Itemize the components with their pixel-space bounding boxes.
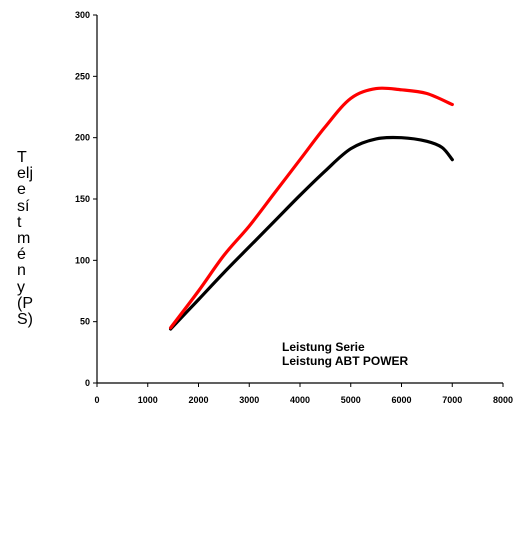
y-axis-label: Teljesítmény(PS) [17,149,34,329]
series-line-abt-power [169,86,454,330]
x-tick-label: 6000 [391,395,411,405]
series-line-serie [169,135,454,331]
axes [96,15,503,384]
x-axis-ticks: 0 1000 2000 3000 4000 5000 6000 7000 8000 [94,383,513,405]
x-tick-label: 4000 [290,395,310,405]
y-tick-label: 150 [75,194,90,204]
y-tick-label: 200 [75,133,90,143]
series-lines [169,86,454,331]
x-tick-label: 7000 [442,395,462,405]
y-tick-label: 300 [75,10,90,20]
y-tick-label: 100 [75,255,90,265]
x-tick-label: 5000 [341,395,361,405]
x-tick-label: 1000 [138,395,158,405]
y-axis-ticks: 0 50 100 150 200 250 300 [75,10,97,388]
legend-entry: Leistung Serie [282,340,365,354]
legend-entry: Leistung ABT POWER [282,354,409,368]
x-tick-label: 2000 [188,395,208,405]
y-tick-label: 50 [80,317,90,327]
x-tick-label: 8000 [493,395,513,405]
x-tick-label: 3000 [239,395,259,405]
y-tick-label: 250 [75,71,90,81]
x-tick-label: 0 [94,395,99,405]
y-tick-label: 0 [85,378,90,388]
